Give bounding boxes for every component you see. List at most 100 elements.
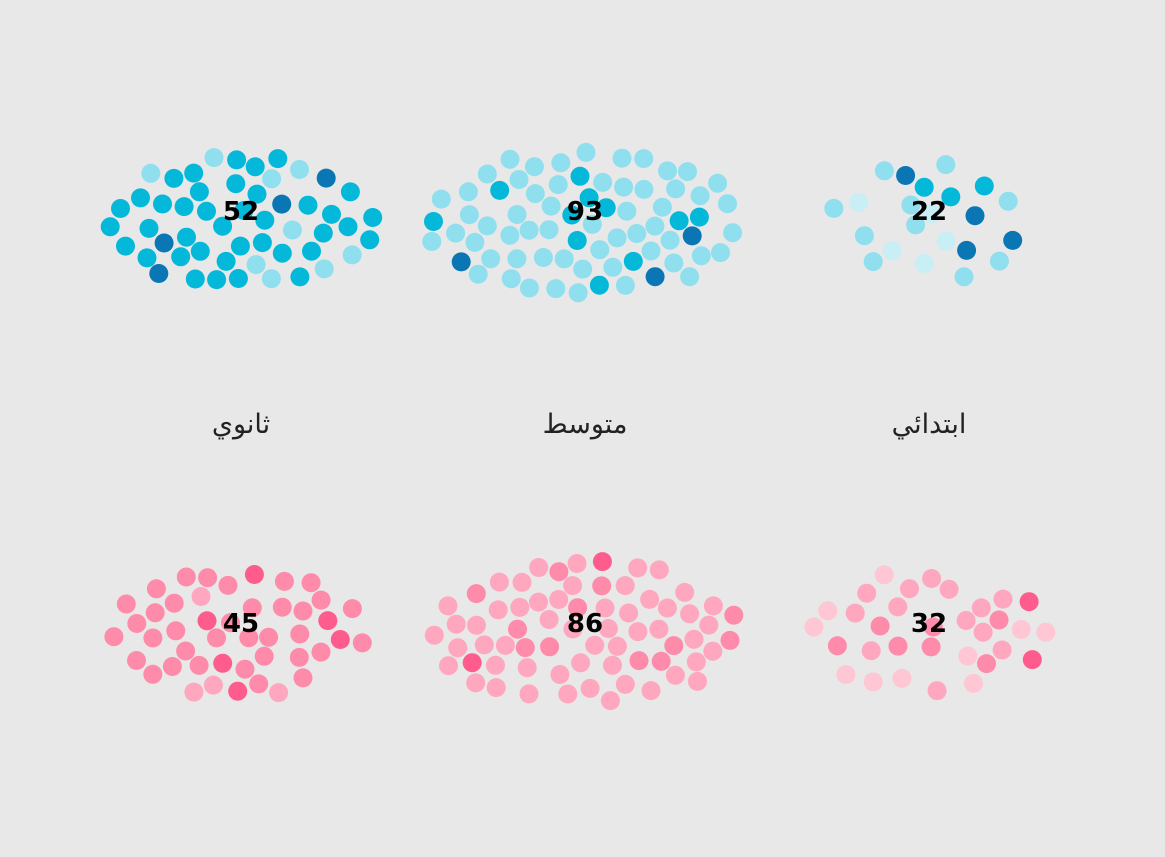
dot-1-1-49 bbox=[600, 691, 620, 711]
dot-0-2-15 bbox=[863, 252, 883, 272]
dot-0-0-22 bbox=[100, 217, 120, 237]
dot-1-1-48 bbox=[703, 641, 723, 661]
dot-1-0-37 bbox=[166, 621, 186, 641]
dot-0-1-68 bbox=[468, 264, 488, 284]
dot-0-1-20 bbox=[525, 184, 545, 204]
dot-0-1-64 bbox=[548, 175, 568, 195]
dot-0-0-45 bbox=[153, 194, 172, 214]
dot-0-1-41 bbox=[546, 279, 566, 299]
dot-0-1-57 bbox=[666, 179, 686, 199]
dot-1-0-15 bbox=[218, 575, 238, 595]
dot-1-0-10 bbox=[330, 630, 350, 649]
dot-0-0-6 bbox=[174, 197, 194, 217]
dot-0-1-7 bbox=[424, 212, 443, 231]
dot-0-1-8 bbox=[634, 179, 654, 199]
dot-0-1-50 bbox=[500, 225, 520, 245]
dot-1-1-8 bbox=[495, 635, 515, 655]
dot-0-1-48 bbox=[451, 252, 471, 272]
dot-0-0-28 bbox=[268, 149, 288, 169]
dot-0-0-41 bbox=[360, 230, 380, 250]
dot-0-0-35 bbox=[228, 269, 248, 288]
dot-1-2-27 bbox=[1011, 620, 1031, 639]
count-label-bottom-0: 45 bbox=[223, 609, 259, 639]
dot-0-1-49 bbox=[567, 231, 587, 250]
dot-1-0-12 bbox=[127, 614, 147, 633]
dot-0-1-70 bbox=[603, 257, 623, 277]
dot-1-1-11 bbox=[641, 681, 661, 701]
dot-1-0-19 bbox=[293, 601, 313, 621]
dot-0-2-1 bbox=[914, 253, 934, 273]
dot-0-1-26 bbox=[422, 232, 442, 251]
dot-1-2-19 bbox=[956, 611, 976, 630]
dot-1-0-21 bbox=[289, 647, 309, 667]
dot-1-0-13 bbox=[290, 624, 310, 644]
dot-1-2-23 bbox=[804, 617, 824, 637]
dot-1-1-55 bbox=[529, 558, 549, 577]
dot-0-1-60 bbox=[660, 230, 680, 250]
dot-1-1-45 bbox=[466, 673, 486, 693]
dot-0-0-13 bbox=[272, 243, 292, 263]
dot-0-0-11 bbox=[340, 182, 360, 202]
dot-0-0-34 bbox=[149, 264, 169, 283]
dot-1-2-7 bbox=[927, 681, 947, 701]
dot-1-0-0 bbox=[146, 579, 166, 599]
dot-1-0-17 bbox=[254, 646, 274, 666]
dot-1-0-14 bbox=[239, 628, 259, 648]
dot-0-1-45 bbox=[477, 164, 497, 184]
dot-1-0-38 bbox=[104, 627, 124, 647]
dot-1-1-46 bbox=[703, 596, 723, 616]
dot-1-2-4 bbox=[892, 668, 912, 688]
dot-1-1-29 bbox=[489, 572, 509, 592]
dot-1-1-5 bbox=[549, 562, 569, 582]
dot-1-0-33 bbox=[228, 681, 248, 701]
dot-1-1-19 bbox=[462, 653, 482, 673]
dot-1-0-11 bbox=[213, 653, 233, 673]
dot-1-1-42 bbox=[563, 619, 583, 639]
dot-0-1-1 bbox=[669, 211, 689, 231]
dot-0-1-63 bbox=[539, 220, 559, 240]
dot-0-0-3 bbox=[290, 267, 310, 287]
dot-1-1-47 bbox=[649, 619, 669, 639]
dot-1-1-32 bbox=[568, 598, 588, 618]
dot-0-0-12 bbox=[154, 233, 174, 253]
dot-0-1-6 bbox=[593, 172, 613, 192]
dot-0-0-33 bbox=[298, 195, 318, 215]
dot-1-2-17 bbox=[992, 640, 1012, 660]
dot-0-0-51 bbox=[190, 241, 210, 261]
dot-1-0-32 bbox=[274, 571, 294, 591]
dot-1-2-13 bbox=[973, 622, 993, 642]
dot-1-1-66 bbox=[664, 636, 684, 656]
dot-0-0-50 bbox=[137, 248, 157, 268]
dot-1-2-31 bbox=[863, 672, 883, 692]
dot-1-0-4 bbox=[244, 565, 264, 584]
dot-1-0-2 bbox=[352, 633, 372, 653]
dot-1-1-64 bbox=[563, 576, 583, 596]
dot-1-0-26 bbox=[176, 641, 196, 661]
dot-0-2-11 bbox=[998, 191, 1018, 211]
dot-1-1-16 bbox=[651, 651, 671, 671]
dot-1-1-59 bbox=[466, 584, 486, 604]
dot-1-0-18 bbox=[342, 599, 362, 619]
dot-0-1-43 bbox=[431, 189, 451, 209]
dot-1-0-28 bbox=[235, 659, 255, 679]
dot-0-1-10 bbox=[723, 223, 743, 243]
dot-0-2-13 bbox=[1003, 230, 1023, 250]
dot-0-1-9 bbox=[490, 180, 510, 200]
dot-0-1-5 bbox=[689, 207, 709, 227]
dot-1-1-56 bbox=[549, 590, 569, 609]
dot-1-0-8 bbox=[164, 593, 184, 613]
count-label-top-1: 93 bbox=[567, 197, 603, 227]
dot-1-0-34 bbox=[311, 642, 331, 662]
dot-0-1-13 bbox=[691, 246, 711, 266]
dot-1-2-10 bbox=[989, 610, 1009, 630]
dot-0-2-20 bbox=[954, 267, 974, 287]
dot-0-1-56 bbox=[641, 241, 661, 261]
dot-1-1-57 bbox=[571, 653, 591, 673]
dot-1-2-20 bbox=[818, 601, 838, 621]
dot-1-2-15 bbox=[870, 616, 890, 636]
dot-1-0-24 bbox=[221, 613, 240, 633]
dot-1-0-25 bbox=[197, 611, 217, 631]
dot-0-0-9 bbox=[302, 241, 321, 261]
dot-1-0-30 bbox=[176, 567, 196, 587]
dot-0-0-26 bbox=[342, 245, 362, 265]
